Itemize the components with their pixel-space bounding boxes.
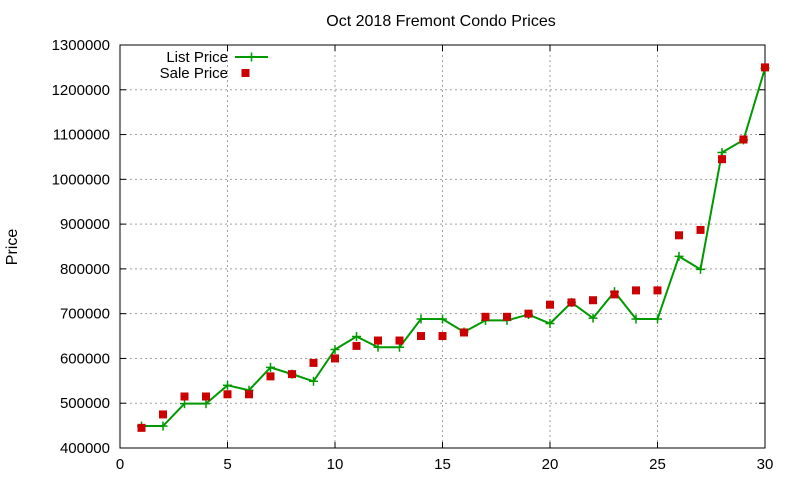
x-tick-label: 20 [542, 456, 559, 473]
x-tick-label: 25 [649, 456, 666, 473]
list-price-point [416, 314, 426, 324]
sale-price-point [331, 354, 339, 363]
sale-price-point [503, 312, 511, 321]
sale-price-point [309, 358, 318, 367]
series-sale-price [137, 63, 769, 432]
list-price-point [201, 399, 211, 409]
series-layer [137, 63, 770, 432]
sale-price-point [245, 390, 253, 399]
list-price-point [631, 314, 641, 324]
sale-price-point [653, 286, 662, 295]
sale-price-point [374, 336, 382, 345]
sale-price-point [481, 312, 490, 321]
list-price-point [330, 344, 340, 354]
sale-price-point [546, 300, 554, 309]
x-tick-label: 0 [116, 456, 124, 473]
x-tick-label: 5 [223, 456, 231, 473]
x-tick-label: 15 [434, 456, 451, 473]
y-axis-label: Price [4, 229, 21, 266]
list-price-point [266, 362, 275, 372]
list-price-point [696, 264, 705, 274]
y-tick-label: 900000 [60, 216, 110, 233]
y-tick-label: 800000 [60, 261, 110, 278]
list-price-point [674, 251, 684, 261]
sale-price-point [524, 309, 533, 318]
list-price-point [588, 313, 598, 323]
y-tick-label: 1300000 [52, 37, 110, 54]
list-price-point [223, 380, 232, 390]
list-price-point [158, 421, 168, 431]
sale-price-point [589, 296, 597, 305]
legend-plus-marker [247, 52, 256, 62]
sale-price-point [288, 370, 296, 379]
list-price-point [309, 376, 318, 386]
sale-price-point [202, 392, 210, 401]
y-tick-label: 1200000 [52, 82, 110, 99]
list-price-point [352, 332, 361, 342]
sale-price-point [696, 225, 705, 234]
sale-price-point [159, 410, 167, 419]
list-price-point [180, 399, 189, 409]
chart-title: Oct 2018 Fremont Condo Prices [326, 13, 555, 30]
sale-price-point [567, 298, 576, 307]
y-tick-label: 700000 [60, 306, 110, 323]
list-price-point [653, 314, 662, 324]
y-tick-label: 1000000 [52, 171, 110, 188]
sale-price-point [266, 372, 275, 381]
grid [120, 45, 765, 448]
sale-price-point [739, 135, 748, 144]
list-price-line [141, 67, 766, 428]
y-tick-label: 600000 [60, 350, 110, 367]
sale-price-point [417, 332, 425, 341]
sale-price-point [675, 231, 683, 240]
y-tick-label: 1100000 [53, 127, 110, 144]
sale-price-point [632, 286, 640, 295]
legend-square-marker [241, 69, 250, 77]
axes: 0 5 10 15 20 25 30 400000 500000 600000 700000 8000… [52, 37, 774, 473]
sale-price-point [610, 290, 619, 299]
sale-price-point [761, 63, 769, 72]
sale-price-point [460, 328, 468, 337]
sale-price-point [438, 332, 447, 341]
sale-price-point [180, 392, 189, 401]
y-tick-label: 400000 [60, 440, 110, 457]
legend-label: List Price [166, 49, 228, 66]
sale-price-point [395, 336, 404, 345]
sale-price-point [718, 155, 726, 164]
list-price-point [438, 314, 447, 324]
y-tick-label: 500000 [60, 395, 110, 412]
sale-price-point [223, 390, 232, 399]
x-tick-label: 30 [757, 456, 774, 473]
sale-price-point [137, 423, 146, 432]
sale-price-point [352, 341, 361, 350]
list-price-point [545, 319, 555, 329]
series-list-price [137, 63, 770, 431]
x-tick-label: 10 [327, 456, 344, 473]
legend-label: Sale Price [160, 65, 228, 82]
